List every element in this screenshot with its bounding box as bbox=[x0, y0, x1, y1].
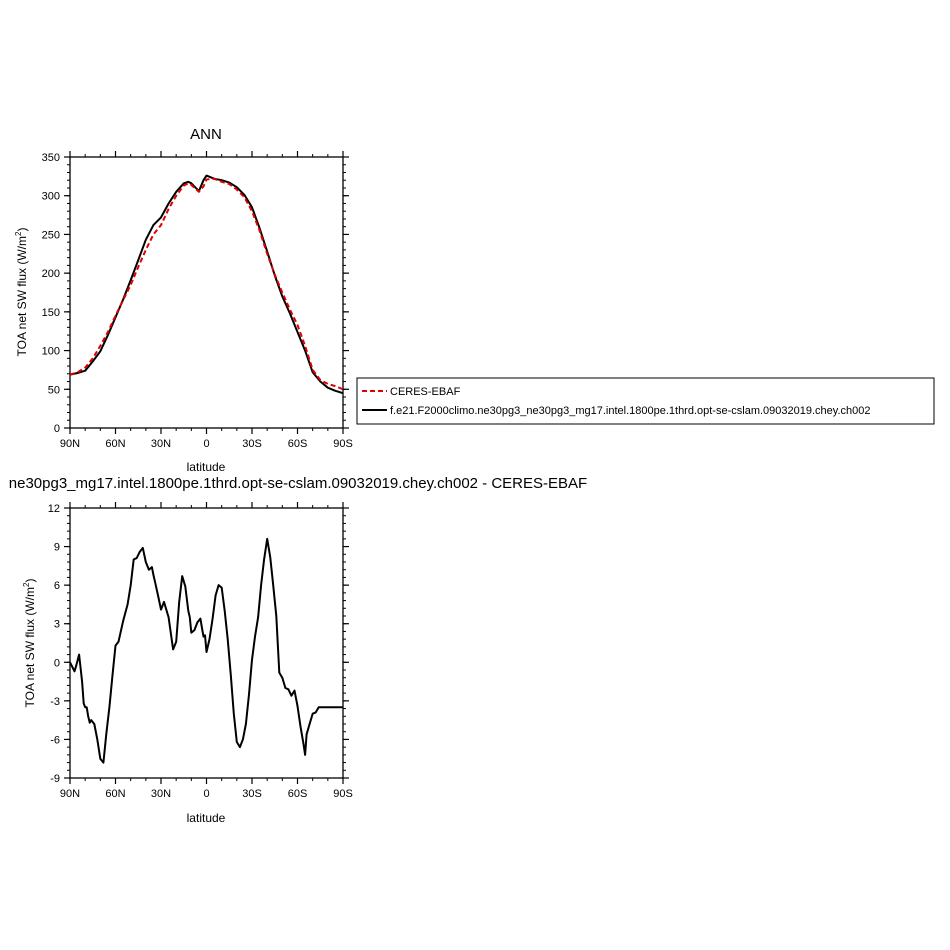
y-tick-label: 9 bbox=[54, 542, 60, 554]
y-tick-label: 12 bbox=[48, 503, 60, 515]
x-tick-label: 60S bbox=[288, 788, 308, 800]
x-tick-label: 60S bbox=[288, 438, 308, 450]
y-tick-label: 250 bbox=[42, 229, 60, 241]
top-plot-frame bbox=[69, 156, 344, 429]
legend-label-model: f.e21.F2000climo.ne30pg3_ne30pg3_mg17.in… bbox=[390, 405, 870, 417]
top-series-lines bbox=[69, 174, 344, 395]
top-y-axis-label: TOA net SW flux (W/m2) bbox=[14, 228, 29, 357]
top-panel: ANN 0 50 100 150 200 250 300 350 90N 60N 30N 0 30S 6… bbox=[14, 126, 353, 474]
y-tick-label: 150 bbox=[42, 307, 60, 319]
bottom-plot-frame bbox=[69, 507, 344, 779]
y-tick-label: -9 bbox=[50, 773, 60, 785]
x-tick-label: 30S bbox=[242, 438, 262, 450]
bottom-series-lines bbox=[69, 537, 343, 764]
legend-box bbox=[356, 377, 935, 425]
x-tick-label: 90N bbox=[60, 438, 80, 450]
bottom-y-axis-label: TOA net SW flux (W/m2) bbox=[22, 579, 37, 708]
y-tick-label: 6 bbox=[54, 580, 60, 592]
bottom-y-axis: -9 -6 -3 0 3 6 9 12 bbox=[48, 503, 349, 785]
bottom-panel: ne30pg3_mg17.intel.1800pe.1thrd.opt-se-c… bbox=[9, 475, 587, 825]
y-tick-label: 100 bbox=[42, 346, 60, 358]
y-tick-label: -3 bbox=[50, 696, 60, 708]
y-tick-label: 300 bbox=[42, 191, 60, 203]
y-tick-label: 0 bbox=[54, 657, 60, 669]
bottom-x-axis-label: latitude bbox=[187, 811, 226, 825]
x-tick-label: 90S bbox=[333, 788, 353, 800]
x-tick-label: 90N bbox=[60, 788, 80, 800]
y-tick-label: 200 bbox=[42, 268, 60, 280]
x-tick-label: 60N bbox=[105, 788, 125, 800]
top-chart-title: ANN bbox=[190, 126, 222, 143]
legend-label-ceres: CERES-EBAF bbox=[390, 386, 461, 398]
legend: CERES-EBAF f.e21.F2000climo.ne30pg3_ne30… bbox=[356, 377, 935, 425]
series-line-f-e21-f2000climo-ne30pg3-ne30p bbox=[69, 174, 344, 395]
top-x-axis: 90N 60N 30N 0 30S 60S 90S bbox=[60, 151, 353, 450]
x-tick-label: 30N bbox=[151, 788, 171, 800]
top-y-axis: 0 50 100 150 200 250 300 350 bbox=[42, 152, 349, 435]
y-tick-label: 350 bbox=[42, 152, 60, 164]
x-tick-label: 0 bbox=[203, 438, 209, 450]
y-tick-label: 0 bbox=[54, 423, 60, 435]
x-tick-label: 30S bbox=[242, 788, 262, 800]
x-tick-label: 0 bbox=[203, 788, 209, 800]
y-tick-label: -6 bbox=[50, 734, 60, 746]
top-x-axis-label: latitude bbox=[187, 460, 226, 474]
series-line-difference bbox=[69, 537, 343, 764]
x-tick-label: 60N bbox=[105, 438, 125, 450]
x-tick-label: 90S bbox=[333, 438, 353, 450]
bottom-x-axis: 90N 60N 30N 0 30S 60S 90S bbox=[60, 502, 353, 800]
x-tick-label: 30N bbox=[151, 438, 171, 450]
series-line-ceres-ebaf bbox=[69, 177, 344, 391]
y-tick-label: 50 bbox=[48, 384, 60, 396]
y-tick-label: 3 bbox=[54, 619, 60, 631]
bottom-chart-title: ne30pg3_mg17.intel.1800pe.1thrd.opt-se-c… bbox=[9, 475, 587, 492]
